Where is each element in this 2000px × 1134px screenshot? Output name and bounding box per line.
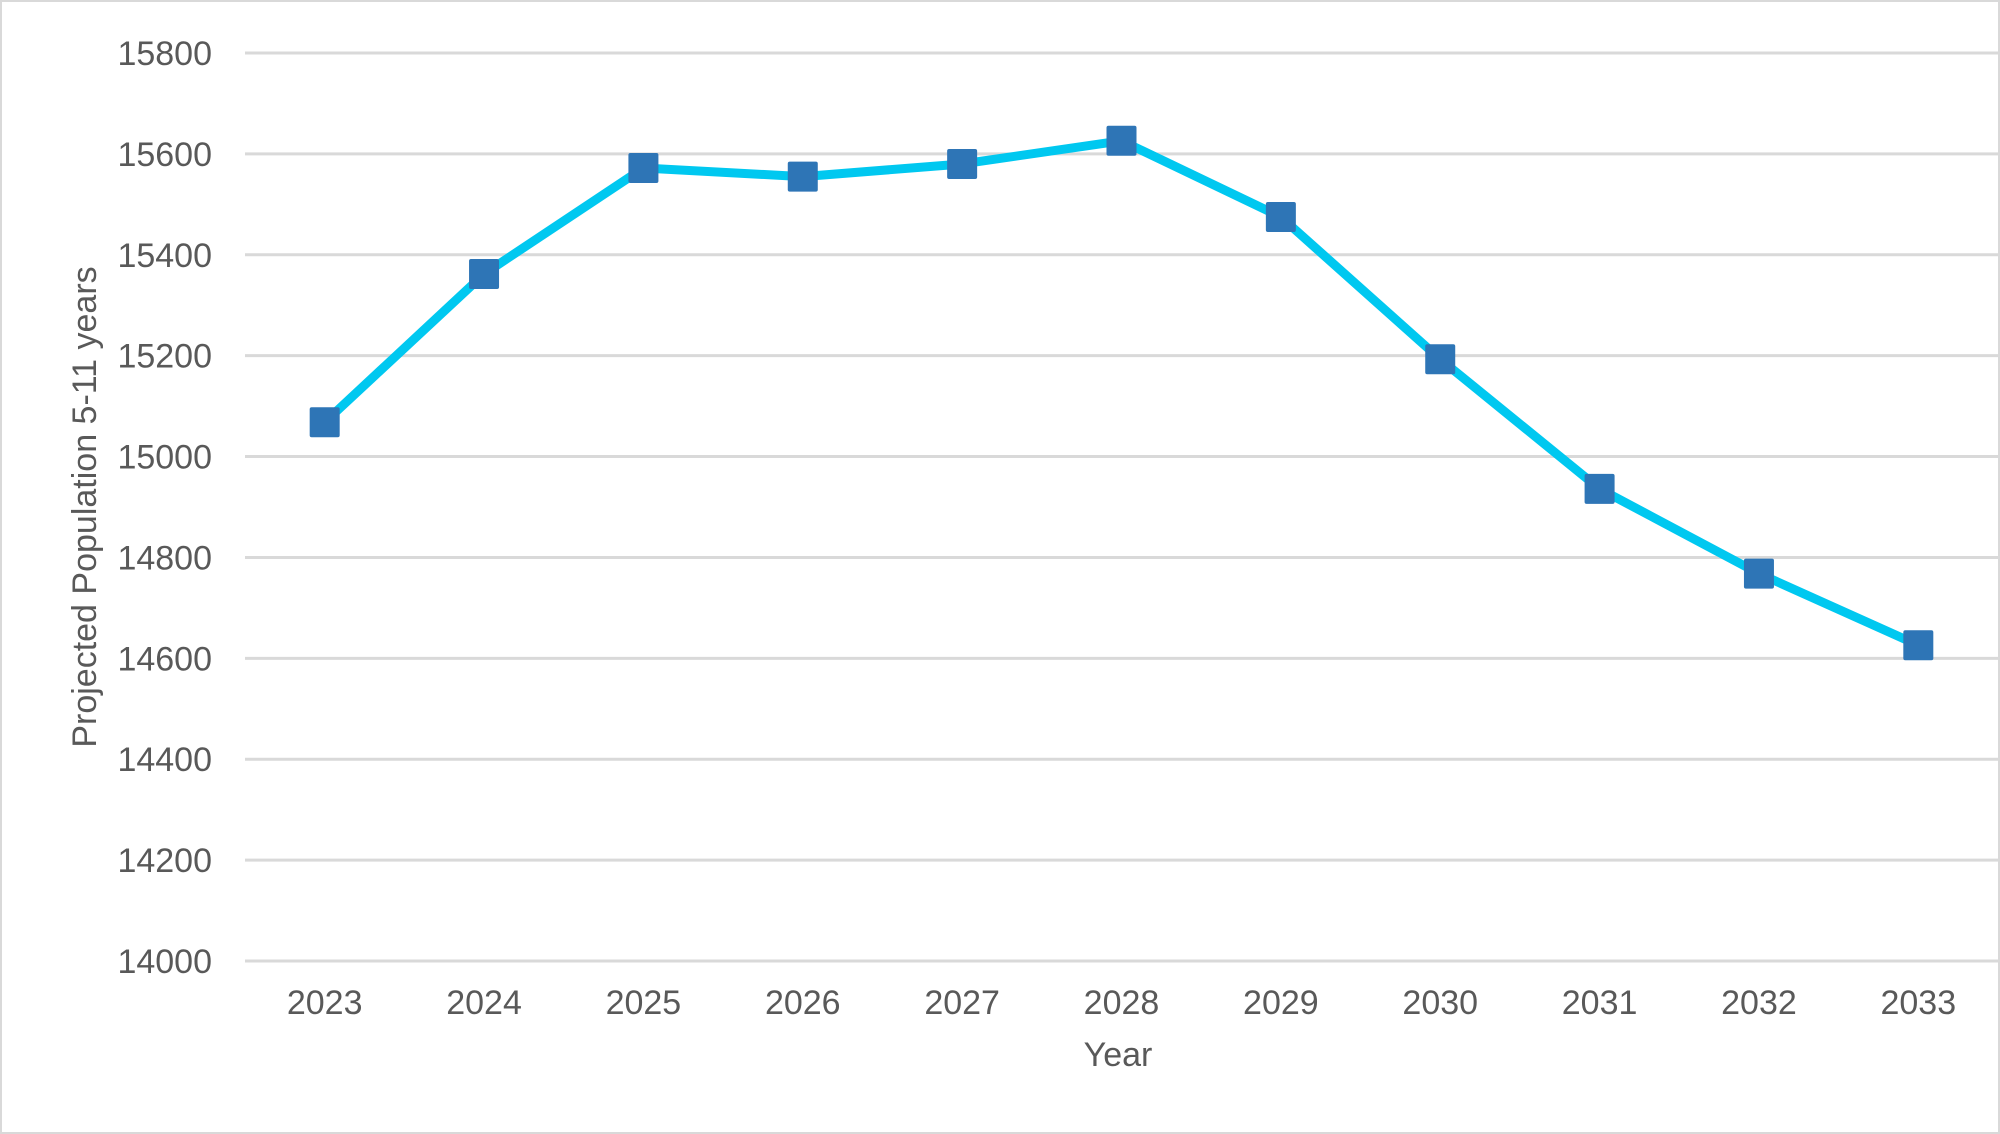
x-tick-label: 2023: [287, 984, 363, 1022]
y-tick-label: 14400: [117, 741, 212, 779]
y-tick-label: 14200: [117, 842, 212, 880]
y-tick-label: 14000: [117, 943, 212, 981]
x-axis-title: Year: [1084, 1036, 1153, 1074]
data-point-2031: [1584, 473, 1615, 504]
data-point-2030: [1425, 344, 1456, 375]
data-point-2027: [947, 148, 978, 179]
gridlines: [245, 51, 1998, 963]
x-tick-label: 2024: [446, 984, 522, 1022]
x-tick-label: 2025: [606, 984, 682, 1022]
data-point-2028: [1106, 125, 1137, 156]
y-tick-label: 15200: [117, 338, 212, 376]
data-point-2026: [787, 161, 818, 192]
x-tick-label: 2029: [1243, 984, 1319, 1022]
x-axis-tick-labels: 2023 2024 2025 2026 2027 2028 2029 2030 2031 2032…: [287, 984, 1956, 1022]
y-tick-label: 14800: [117, 539, 212, 577]
data-point-2033: [1903, 630, 1934, 661]
data-point-2029: [1265, 201, 1296, 232]
series-line: [320, 136, 1923, 650]
x-tick-label: 2033: [1880, 984, 1956, 1022]
series-markers: [309, 125, 1934, 661]
x-tick-label: 2031: [1562, 984, 1638, 1022]
data-point-2023: [309, 407, 340, 438]
series-line-group: [320, 136, 1923, 650]
data-point-2032: [1743, 558, 1774, 589]
y-tick-label: 15800: [117, 35, 212, 73]
x-tick-label: 2032: [1721, 984, 1797, 1022]
x-tick-label: 2026: [765, 984, 841, 1022]
y-tick-label: 15600: [117, 136, 212, 174]
y-axis-tick-labels: 14000 14200 14400 14600 14800 15000 15200 15400…: [117, 35, 212, 981]
y-tick-label: 15400: [117, 237, 212, 275]
data-point-2025: [628, 153, 659, 184]
x-tick-label: 2027: [924, 984, 1000, 1022]
y-tick-label: 14600: [117, 640, 212, 678]
x-tick-label: 2030: [1402, 984, 1478, 1022]
y-axis-title: Projected Population 5-11 years: [66, 266, 104, 747]
data-point-2024: [469, 258, 500, 289]
x-tick-label: 2028: [1084, 984, 1160, 1022]
y-tick-label: 15000: [117, 439, 212, 477]
